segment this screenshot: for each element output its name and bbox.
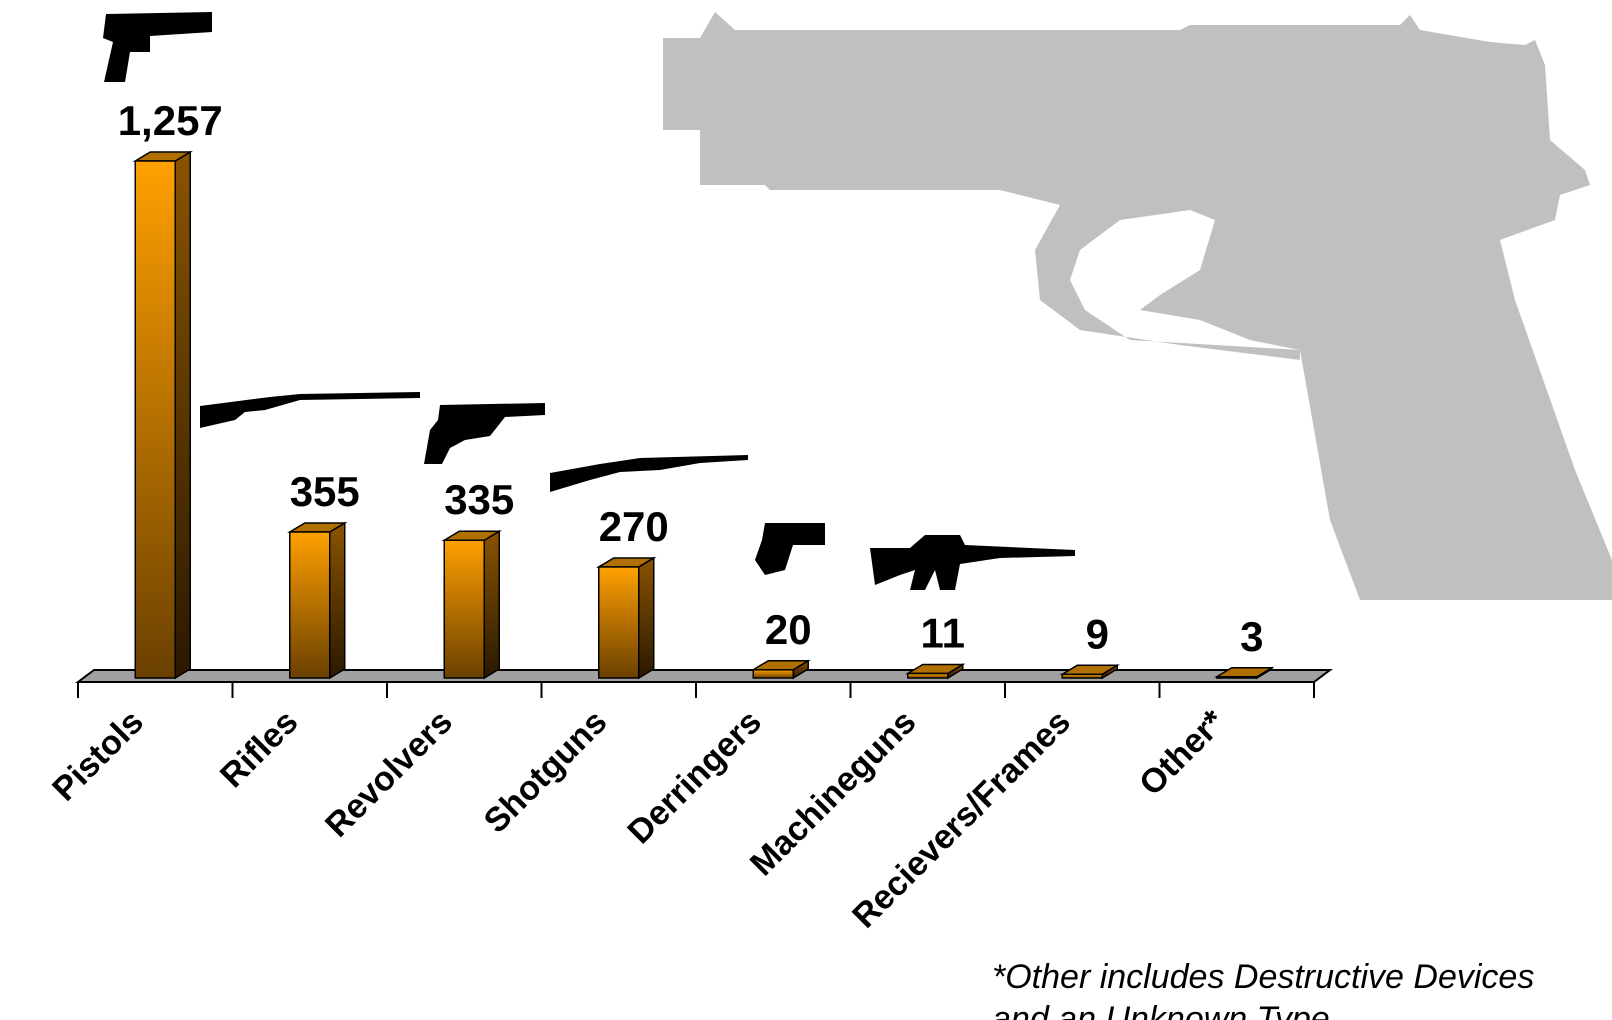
- x-tick-label: Pistols: [45, 703, 151, 809]
- revolver-icon: [424, 403, 545, 464]
- shotgun-icon: [550, 455, 748, 492]
- bar-side: [329, 521, 346, 680]
- bar: [1059, 663, 1120, 680]
- value-label: 11: [921, 609, 965, 656]
- derringer-icon: [755, 523, 825, 575]
- bar-side: [638, 556, 655, 680]
- bar-front: [289, 531, 331, 679]
- bar: [596, 556, 657, 680]
- value-label: 1,257: [118, 97, 223, 144]
- bar-front: [598, 566, 640, 679]
- value-label: 335: [444, 476, 514, 523]
- bar-front: [752, 669, 794, 679]
- x-tick-label: Rifles: [213, 703, 305, 795]
- bar-front: [443, 539, 485, 679]
- bar: [441, 529, 502, 680]
- bar: [287, 521, 348, 680]
- footnote: *Other includes Destructive Devices and …: [992, 958, 1534, 1020]
- bar: [1214, 666, 1275, 680]
- x-tick-label: Other*: [1132, 702, 1233, 803]
- value-label: 270: [599, 503, 669, 550]
- x-tick-label: Shotguns: [477, 703, 615, 841]
- footnote-line: *Other includes Destructive Devices: [992, 958, 1534, 996]
- background-pistol: [663, 12, 1612, 600]
- value-label: 20: [765, 606, 812, 653]
- x-tick-label: Derringers: [620, 703, 768, 851]
- bar-front: [907, 672, 949, 679]
- pistol-icon: [103, 12, 212, 82]
- bar-side: [483, 529, 500, 680]
- bar: [905, 663, 966, 680]
- value-label: 355: [290, 468, 360, 515]
- value-label: 3: [1240, 613, 1263, 660]
- rifle-icon: [200, 392, 420, 428]
- bar-front: [1061, 673, 1103, 679]
- value-label: 9: [1086, 610, 1109, 657]
- bar-front: [1216, 676, 1258, 679]
- x-tick-label: Revolvers: [318, 703, 460, 845]
- bar-front: [134, 160, 176, 679]
- floor: [75, 669, 1333, 683]
- footnote-line: and an Unknown Type: [992, 1000, 1330, 1020]
- bar-side: [174, 150, 191, 680]
- bar: [132, 150, 193, 680]
- machinegun-icon: [870, 535, 1075, 590]
- bar: [750, 659, 811, 680]
